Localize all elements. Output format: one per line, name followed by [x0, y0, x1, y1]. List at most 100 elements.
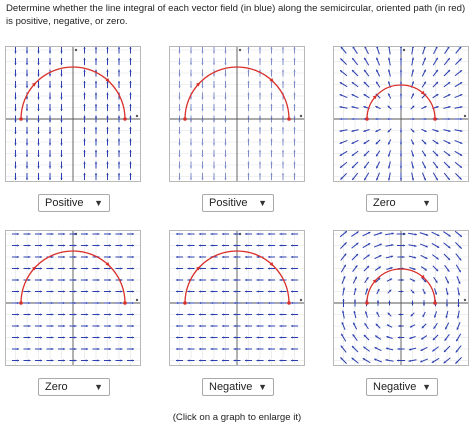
field-arrow	[352, 334, 358, 341]
field-arrow	[104, 232, 111, 236]
field-arrow	[14, 69, 17, 77]
oriented-path	[184, 66, 290, 120]
field-arrow	[35, 267, 42, 270]
field-arrow	[210, 244, 218, 247]
field-arrow	[81, 301, 88, 305]
graph-2[interactable]	[169, 46, 305, 182]
field-arrow	[104, 278, 111, 282]
field-arrow	[387, 47, 391, 55]
field-arrow	[115, 359, 123, 362]
field-arrow	[375, 139, 381, 145]
field-arrow	[81, 336, 88, 339]
graph-4-plot[interactable]	[6, 231, 140, 365]
field-arrow	[293, 150, 296, 157]
answer-select-4[interactable]: Zero ▼	[38, 378, 110, 396]
field-arrow	[69, 267, 77, 270]
answer-select-1[interactable]: Positive ▼	[38, 194, 110, 212]
field-arrow	[81, 290, 88, 293]
field-arrow	[433, 276, 438, 284]
graph-1-plot[interactable]	[6, 47, 140, 181]
field-arrow	[351, 93, 359, 99]
field-arrow	[104, 347, 111, 351]
field-arrow	[127, 313, 134, 316]
field-arrow	[178, 81, 181, 88]
field-arrow	[48, 138, 52, 146]
field-arrow	[233, 324, 241, 328]
field-arrow	[117, 138, 121, 146]
field-arrow	[212, 127, 216, 134]
field-arrow	[258, 173, 262, 180]
field-arrow	[189, 161, 193, 169]
field-arrow	[224, 138, 227, 146]
field-arrow	[432, 161, 439, 169]
field-arrow	[176, 267, 183, 270]
field-arrow	[374, 266, 382, 271]
field-arrow	[212, 150, 216, 157]
field-arrow	[178, 150, 181, 157]
answer-select-5-value: Negative	[209, 381, 253, 393]
field-arrow	[268, 313, 275, 316]
answer-select-3[interactable]: Zero ▼	[366, 194, 438, 212]
graph-6-plot[interactable]	[334, 231, 468, 365]
field-arrow	[222, 324, 229, 328]
field-arrow	[224, 161, 227, 169]
field-arrow	[106, 161, 109, 169]
graph-2-plot[interactable]	[170, 47, 304, 181]
field-arrow	[443, 242, 451, 249]
field-arrow	[115, 347, 123, 351]
field-arrow	[23, 278, 31, 282]
field-arrow	[199, 336, 206, 339]
field-arrow	[351, 161, 359, 169]
field-arrow	[270, 104, 273, 111]
graph-5-plot[interactable]	[170, 231, 304, 365]
field-arrow	[351, 139, 359, 145]
field-arrow	[117, 127, 121, 134]
answer-select-2[interactable]: Positive ▼	[202, 194, 274, 212]
graph-3-plot[interactable]	[334, 47, 468, 181]
field-arrow	[199, 290, 206, 293]
field-arrow	[199, 313, 206, 316]
chevron-down-icon: ▼	[422, 382, 431, 392]
field-arrow	[341, 310, 345, 319]
field-arrow	[399, 150, 403, 157]
field-arrow	[210, 232, 218, 236]
field-arrow	[386, 324, 393, 328]
field-arrow	[222, 278, 229, 282]
graph-1[interactable]	[5, 46, 141, 182]
field-arrow	[83, 58, 86, 65]
field-arrow	[92, 267, 100, 270]
field-arrow	[106, 127, 109, 134]
field-arrow	[375, 150, 381, 157]
graph-5[interactable]	[169, 230, 305, 366]
field-arrow	[23, 324, 31, 328]
field-arrow	[245, 324, 252, 328]
graph-4[interactable]	[5, 230, 141, 366]
field-arrow	[201, 81, 204, 88]
field-arrow	[352, 276, 358, 284]
field-arrow	[83, 81, 86, 88]
graph-3[interactable]	[333, 46, 469, 182]
field-arrow	[187, 336, 195, 339]
field-arrow	[408, 255, 417, 259]
field-arrow	[117, 47, 121, 54]
field-arrow	[432, 69, 439, 77]
graph-6[interactable]	[333, 230, 469, 366]
field-arrow	[106, 138, 109, 146]
field-arrow	[340, 242, 347, 249]
field-arrow	[268, 244, 275, 247]
field-arrow	[81, 359, 88, 362]
field-arrow	[410, 105, 415, 110]
field-arrow	[48, 92, 52, 100]
field-arrow	[46, 244, 54, 247]
field-arrow	[411, 172, 415, 181]
answer-select-5[interactable]: Negative ▼	[202, 378, 274, 396]
field-arrow	[245, 244, 252, 247]
answer-select-6[interactable]: Negative ▼	[366, 378, 438, 396]
field-arrow	[104, 313, 111, 316]
field-arrow	[245, 267, 252, 270]
field-arrow	[115, 267, 123, 270]
field-arrow	[83, 161, 86, 169]
field-arrow	[419, 243, 429, 248]
field-arrow	[106, 58, 109, 65]
field-arrow	[351, 172, 359, 181]
